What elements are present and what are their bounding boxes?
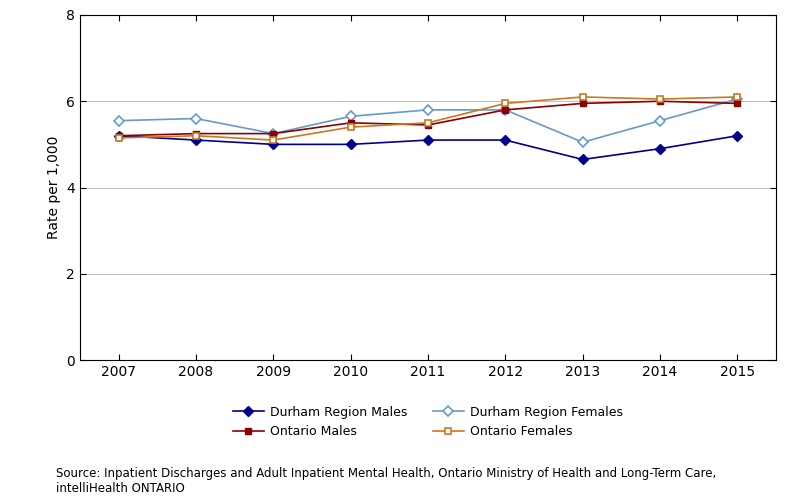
Text: Source: Inpatient Discharges and Adult Inpatient Mental Health, Ontario Ministry: Source: Inpatient Discharges and Adult I… [56, 467, 716, 495]
Y-axis label: Rate per 1,000: Rate per 1,000 [46, 136, 61, 239]
Legend: Durham Region Males, Ontario Males, Durham Region Females, Ontario Females: Durham Region Males, Ontario Males, Durh… [228, 401, 628, 443]
